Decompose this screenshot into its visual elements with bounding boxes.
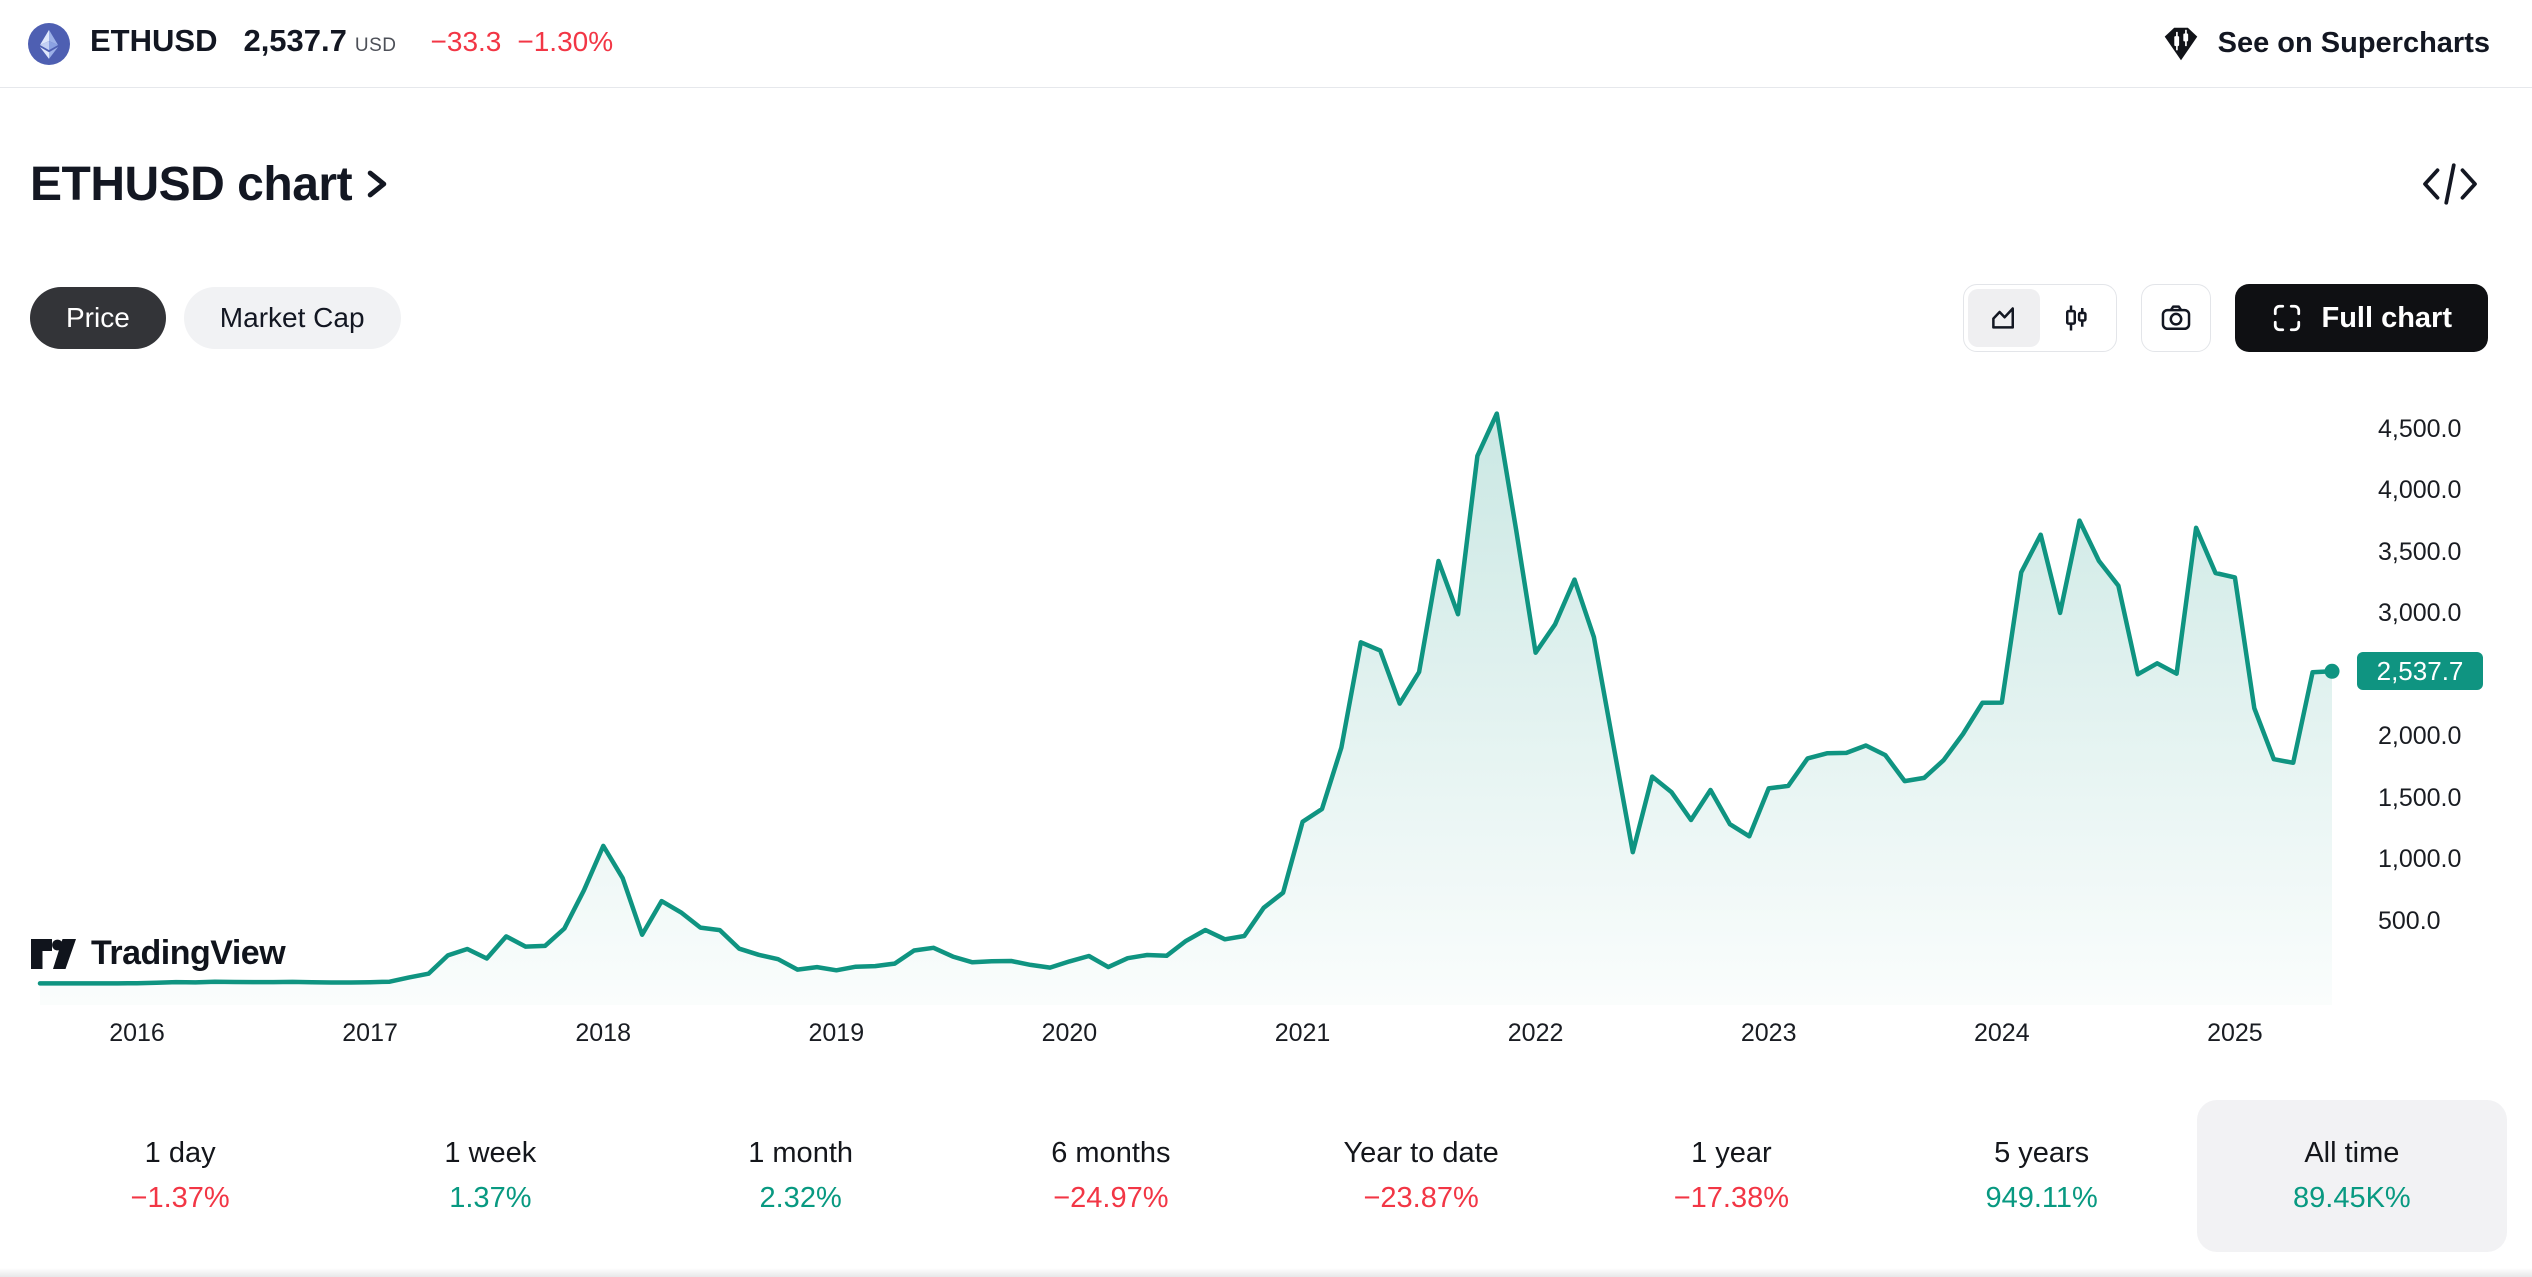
price-currency: USD [354, 34, 397, 56]
controls-row: Price Market Cap [30, 284, 2488, 352]
x-axis-label: 2019 [808, 1019, 865, 1047]
range-stat-6-months[interactable]: 6 months −24.97% [956, 1100, 1266, 1252]
full-chart-button[interactable]: Full chart [2235, 284, 2488, 352]
range-stat-all-time[interactable]: All time 89.45K% [2196, 1100, 2507, 1252]
symbol-name: ETHUSD [90, 22, 218, 58]
x-axis-label: 2016 [109, 1019, 165, 1047]
range-change-value: −24.97% [1053, 1182, 1169, 1214]
x-axis-label: 2020 [1041, 1019, 1098, 1047]
supercharts-link-label: See on Supercharts [2217, 27, 2490, 59]
range-change-value: −1.37% [130, 1182, 230, 1214]
y-axis-label: 1,000.0 [2378, 845, 2462, 874]
see-on-supercharts-link[interactable]: See on Supercharts [2160, 23, 2490, 65]
y-axis-label: 2,000.0 [2378, 722, 2462, 751]
range-stat-year-to-date[interactable]: Year to date −23.87% [1266, 1100, 1576, 1252]
area-chart-type-button[interactable] [1968, 289, 2041, 347]
candlestick-icon [2066, 305, 2088, 331]
tab-price[interactable]: Price [30, 287, 166, 349]
embed-code-icon[interactable] [2420, 160, 2480, 208]
title-row: ETHUSD chart [30, 136, 2480, 232]
x-axis-label: 2023 [1740, 1019, 1797, 1047]
tradingview-gem-icon [2164, 27, 2197, 60]
range-label: 1 year [1691, 1137, 1772, 1169]
bottom-divider [0, 1268, 2532, 1277]
range-label: 1 month [748, 1137, 854, 1169]
x-axis-label: 2017 [342, 1019, 398, 1047]
page-title-link[interactable]: ETHUSD chart [30, 157, 392, 212]
chart-tools: Full chart [1963, 284, 2488, 352]
x-axis-label: 2025 [2207, 1019, 2263, 1047]
range-stat-5-years[interactable]: 5 years 949.11% [1887, 1100, 2197, 1252]
camera-icon [2162, 305, 2191, 331]
range-change-value: 1.37% [449, 1182, 532, 1214]
symbol-summary: ETHUSD 2,537.7 USD −33.3 −1.30% [28, 22, 614, 65]
candlestick-chart-type-button[interactable] [2040, 289, 2112, 347]
range-change-value: 2.32% [759, 1182, 842, 1214]
y-axis-label: 3,000.0 [2378, 599, 2462, 628]
price-line [37, 411, 2335, 986]
range-label: 1 day [144, 1137, 216, 1169]
snapshot-button[interactable] [2141, 284, 2212, 352]
price-area [40, 413, 2332, 1006]
last-price-badge: 2,537.7 [2357, 652, 2483, 691]
change-percent: −1.30% [517, 25, 614, 57]
range-label: 1 week [444, 1137, 537, 1169]
x-axis-label: 2018 [575, 1019, 631, 1047]
y-axis-label: 500.0 [2378, 907, 2441, 935]
stats-row: 1 day −1.37% 1 week 1.37% 1 month 2.32% 6 mont… [25, 1100, 2507, 1252]
top-header: ETHUSD 2,537.7 USD −33.3 −1.30% See on S… [0, 0, 2532, 88]
range-label: All time [2304, 1137, 2400, 1169]
metric-tabs: Price Market Cap [30, 287, 401, 349]
x-axis-label: 2022 [1507, 1019, 1564, 1047]
y-axis-label: 4,000.0 [2378, 476, 2462, 505]
range-change-value: −17.38% [1673, 1182, 1790, 1214]
range-change-value: 949.11% [1985, 1182, 2098, 1214]
y-axis-label: 1,500.0 [2378, 783, 2462, 812]
full-chart-label: Full chart [2321, 301, 2452, 334]
range-label: Year to date [1343, 1137, 1499, 1169]
range-stat-1-year[interactable]: 1 year −17.38% [1576, 1100, 1886, 1252]
chart-type-switch [1963, 284, 2118, 352]
last-price-dot [2324, 663, 2340, 679]
ethereum-logo-icon [28, 22, 70, 65]
watermark-label: TradingView [91, 934, 286, 972]
chevron-right-icon [367, 170, 387, 198]
x-axis-label: 2024 [1973, 1019, 2030, 1047]
y-axis-label: 4,500.0 [2378, 414, 2462, 443]
change-absolute: −33.3 [430, 25, 502, 57]
range-label: 5 years [1994, 1137, 2090, 1169]
x-axis-label: 2021 [1274, 1019, 1331, 1047]
tradingview-logo-icon [31, 938, 76, 969]
range-stat-1-month[interactable]: 1 month 2.32% [646, 1100, 956, 1252]
range-change-value: −23.87% [1363, 1182, 1479, 1214]
symbol-price: 2,537.7 [243, 22, 347, 58]
y-axis-label: 3,500.0 [2378, 537, 2462, 566]
page-title: ETHUSD chart [30, 157, 353, 211]
price-change: −33.3 −1.30% [431, 26, 614, 58]
tradingview-watermark[interactable]: TradingView [30, 934, 286, 973]
range-stat-1-week[interactable]: 1 week 1.37% [335, 1100, 645, 1252]
tab-market-cap[interactable]: Market Cap [183, 287, 401, 349]
range-stat-1-day[interactable]: 1 day −1.37% [25, 1100, 335, 1252]
area-chart-icon [1992, 307, 2015, 329]
range-label: 6 months [1051, 1137, 1171, 1169]
range-change-value: 89.45K% [2293, 1182, 2411, 1214]
fullscreen-icon [2274, 304, 2301, 332]
